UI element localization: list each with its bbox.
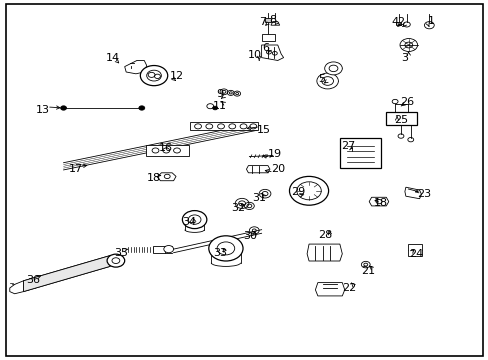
Text: 32: 32 bbox=[231, 203, 245, 213]
Text: 25: 25 bbox=[393, 114, 407, 125]
Circle shape bbox=[289, 176, 328, 205]
Text: 18: 18 bbox=[373, 198, 386, 208]
Text: 20: 20 bbox=[270, 164, 284, 174]
Text: 8: 8 bbox=[269, 15, 276, 25]
Text: 26: 26 bbox=[400, 96, 413, 107]
Text: 21: 21 bbox=[360, 266, 374, 276]
Polygon shape bbox=[10, 281, 23, 294]
Text: 19: 19 bbox=[267, 149, 281, 159]
Text: 31: 31 bbox=[252, 193, 265, 203]
Text: 27: 27 bbox=[340, 141, 355, 151]
Text: 33: 33 bbox=[213, 248, 226, 258]
Circle shape bbox=[208, 236, 243, 261]
Polygon shape bbox=[23, 256, 110, 292]
Circle shape bbox=[163, 246, 173, 253]
Circle shape bbox=[206, 104, 213, 109]
Text: 4: 4 bbox=[391, 17, 398, 27]
Bar bbox=[339, 138, 381, 168]
Bar bbox=[395, 22, 401, 25]
Bar bbox=[264, 18, 270, 22]
Bar bbox=[152, 246, 164, 253]
Text: 1: 1 bbox=[427, 16, 434, 26]
Text: 9: 9 bbox=[216, 89, 223, 99]
Text: 29: 29 bbox=[290, 186, 305, 197]
Circle shape bbox=[139, 106, 144, 110]
Text: 10: 10 bbox=[248, 50, 262, 60]
Text: 5: 5 bbox=[318, 74, 325, 84]
Circle shape bbox=[212, 106, 217, 110]
Text: 12: 12 bbox=[170, 71, 183, 81]
Text: 22: 22 bbox=[342, 283, 356, 293]
Circle shape bbox=[140, 66, 167, 86]
Bar bbox=[407, 244, 421, 256]
Text: 28: 28 bbox=[317, 230, 332, 240]
Text: 16: 16 bbox=[159, 143, 173, 153]
Text: 6: 6 bbox=[262, 42, 268, 53]
Text: 34: 34 bbox=[183, 217, 196, 228]
Text: 18: 18 bbox=[147, 173, 161, 183]
Text: 3: 3 bbox=[401, 53, 407, 63]
Bar bbox=[189, 122, 258, 130]
Text: 30: 30 bbox=[243, 231, 257, 241]
Text: 35: 35 bbox=[114, 248, 128, 258]
Circle shape bbox=[182, 211, 206, 229]
Circle shape bbox=[107, 254, 124, 267]
Text: 11: 11 bbox=[213, 101, 226, 111]
Circle shape bbox=[61, 106, 66, 110]
Text: 36: 36 bbox=[26, 275, 40, 285]
Circle shape bbox=[324, 62, 342, 75]
Bar bbox=[386, 112, 416, 125]
Text: 14: 14 bbox=[105, 53, 119, 63]
Bar bbox=[145, 145, 188, 156]
Polygon shape bbox=[261, 34, 274, 41]
Text: 17: 17 bbox=[69, 164, 82, 174]
Text: 2: 2 bbox=[397, 17, 404, 27]
Text: 15: 15 bbox=[257, 125, 270, 135]
Text: 24: 24 bbox=[408, 249, 423, 259]
Text: 13: 13 bbox=[36, 105, 50, 115]
Text: 7: 7 bbox=[259, 17, 265, 27]
Circle shape bbox=[316, 73, 338, 89]
Text: 23: 23 bbox=[417, 189, 430, 199]
